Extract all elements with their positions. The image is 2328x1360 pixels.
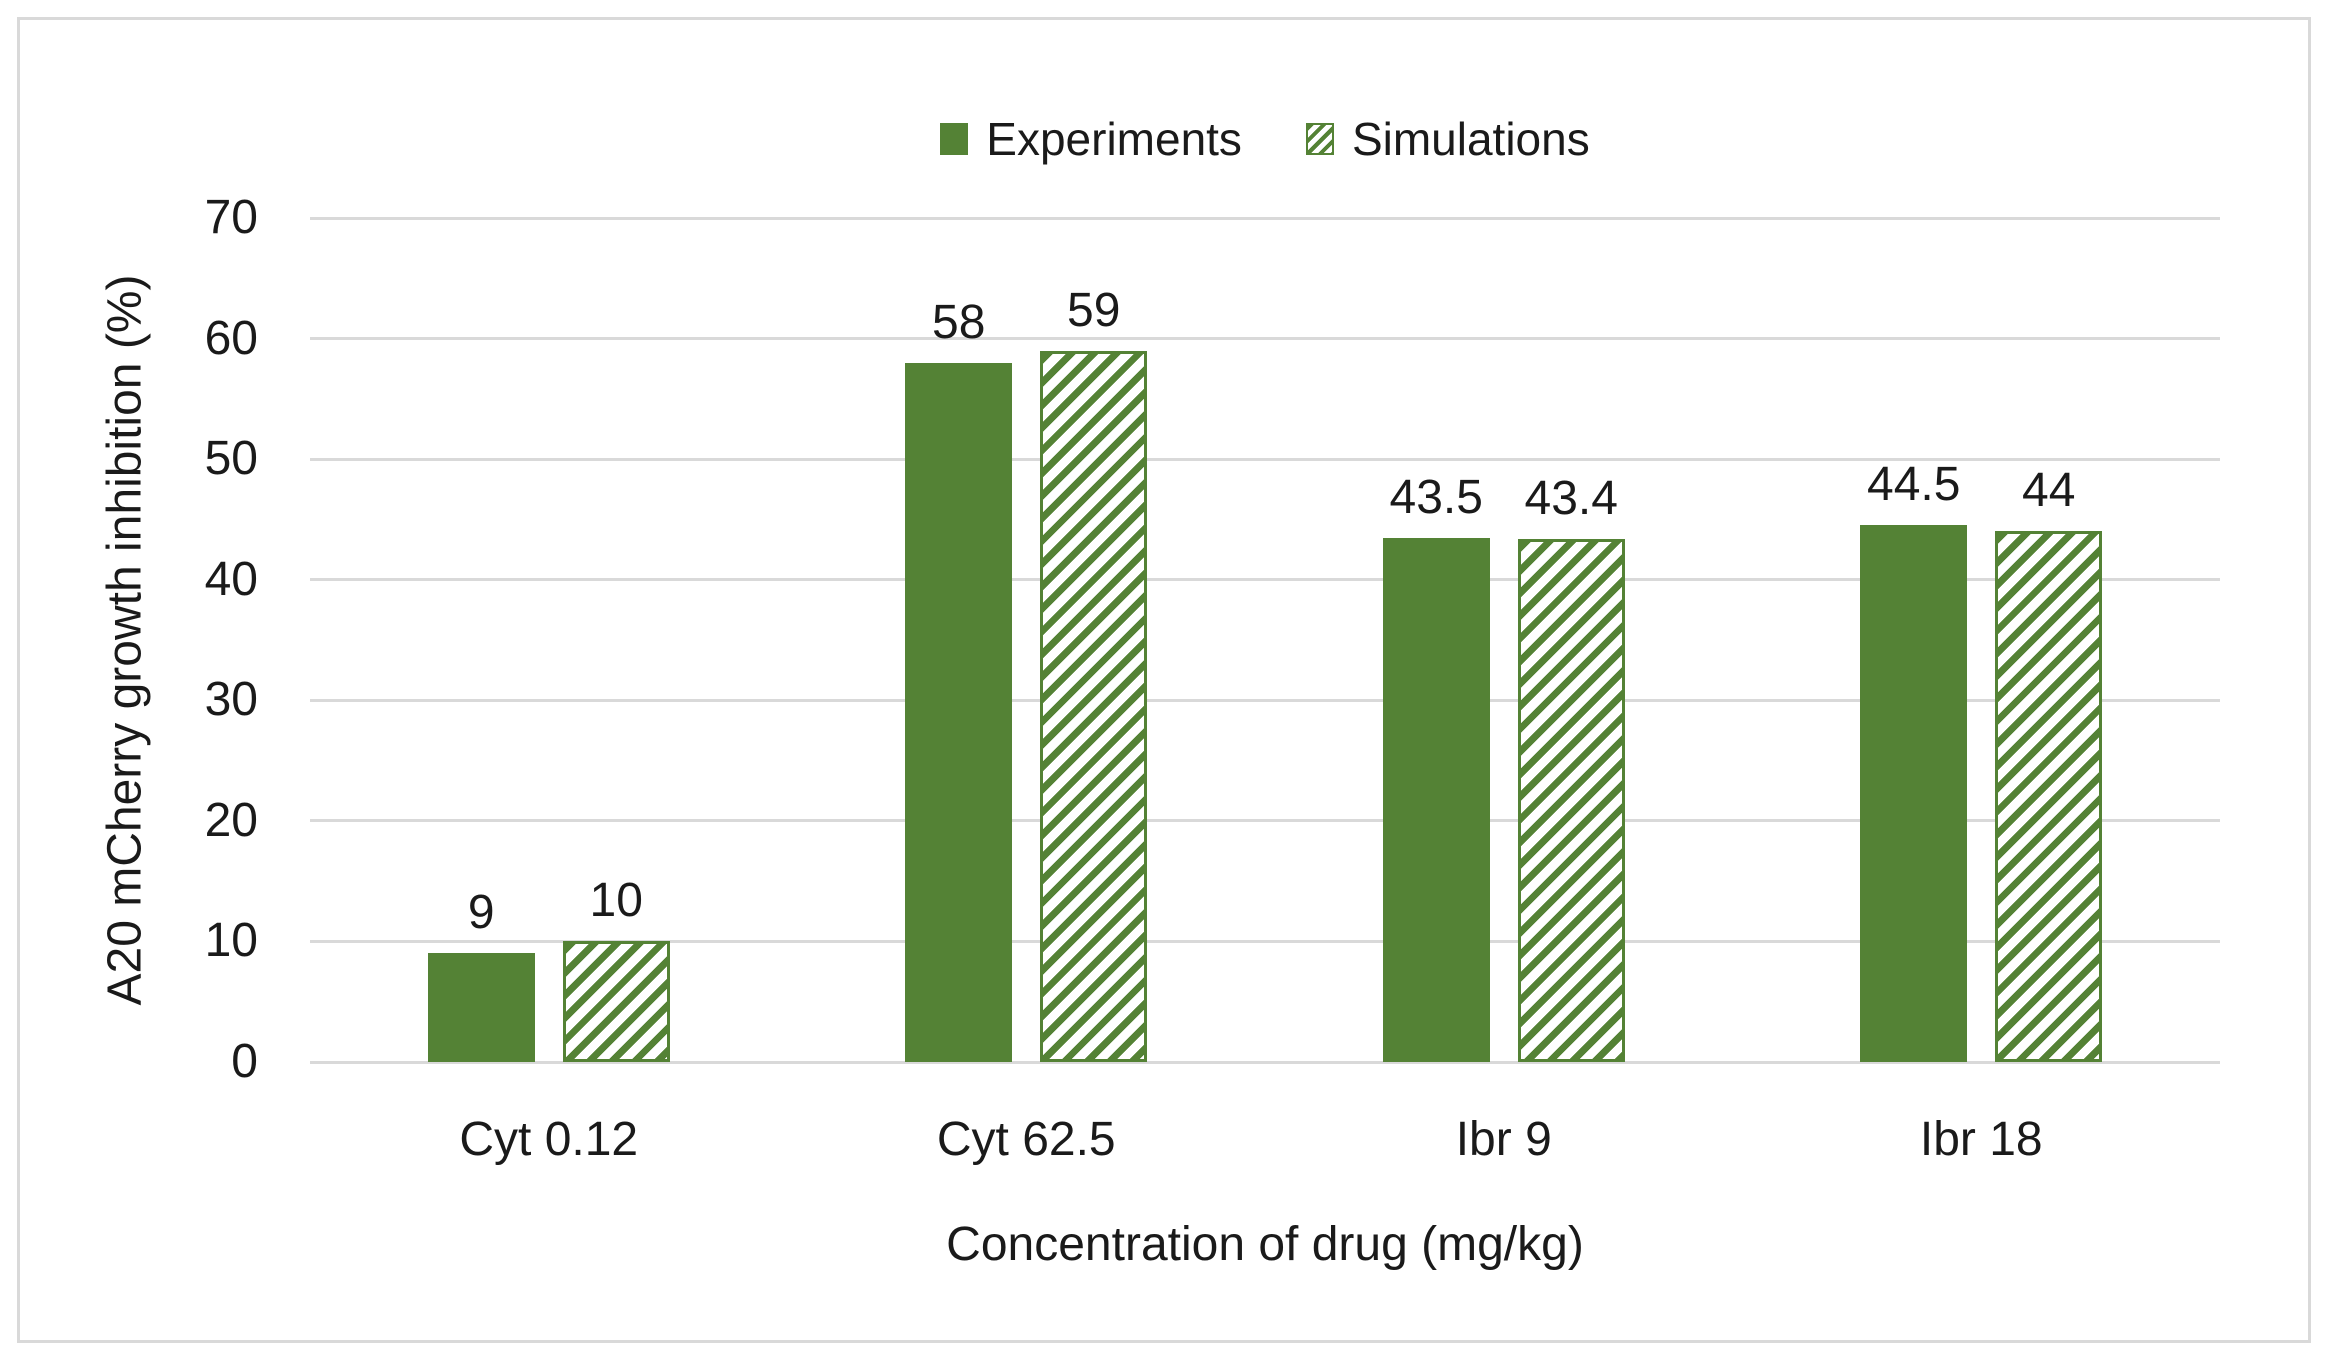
gridline — [310, 457, 2220, 461]
data-label-experiments-ibr-9: 43.5 — [1389, 470, 1483, 524]
y-tick-label: 60 — [204, 311, 258, 365]
x-category-label-cyt-0-12: Cyt 0.12 — [459, 1113, 639, 1166]
bar-experiments-cyt-0-12 — [427, 953, 535, 1062]
legend-item-simulations: Simulations — [1305, 110, 1590, 168]
x-category-label-ibr-18: Ibr 18 — [1919, 1113, 2043, 1166]
bar-experiments-cyt-62-5 — [905, 362, 1013, 1062]
legend-item-experiments: Experiments — [940, 110, 1242, 168]
data-label-simulations-ibr-18: 44 — [2022, 464, 2076, 518]
legend-key-hatched-icon — [1305, 123, 1334, 155]
legend-label-experiments: Experiments — [986, 113, 1242, 165]
y-tick-label: 20 — [204, 793, 258, 847]
y-tick-label: 30 — [204, 673, 258, 727]
data-label-experiments-ibr-18: 44.5 — [1867, 458, 1961, 512]
y-axis-title: A20 mCherry growth inhibition (%) — [98, 274, 152, 1006]
bar-experiments-ibr-9 — [1382, 537, 1490, 1062]
gridline — [310, 1060, 2220, 1064]
gridline — [310, 819, 2220, 823]
x-category-label-ibr-9: Ibr 9 — [1455, 1113, 1552, 1166]
gridline — [310, 939, 2220, 943]
bar-experiments-ibr-18 — [1860, 525, 1968, 1062]
gridline — [310, 578, 2220, 582]
chart-frame — [17, 17, 2311, 1343]
data-label-simulations-cyt-0-12: 10 — [589, 874, 643, 928]
legend-label-simulations: Simulations — [1351, 113, 1590, 165]
y-tick-label: 10 — [204, 914, 258, 968]
x-category-label-cyt-62-5: Cyt 62.5 — [936, 1113, 1116, 1166]
bar-simulations-cyt-62-5 — [1040, 350, 1148, 1062]
data-label-simulations-cyt-62-5: 59 — [1067, 283, 1121, 337]
y-tick-label: 50 — [204, 432, 258, 486]
gridline — [310, 216, 2220, 220]
legend-key-solid-icon — [940, 123, 969, 155]
legend: Experiments Simulations — [310, 110, 2220, 168]
plot-area: 9 10 58 59 43.5 43.4 44.5 44 — [310, 216, 2220, 1064]
y-tick-label: 0 — [231, 1035, 258, 1088]
y-tick-label: 70 — [204, 191, 258, 244]
gridline — [310, 698, 2220, 702]
gridline — [310, 337, 2220, 341]
data-label-experiments-cyt-62-5: 58 — [932, 295, 986, 349]
x-axis-title: Concentration of drug (mg/kg) — [946, 1218, 1584, 1271]
bar-simulations-cyt-0-12 — [562, 941, 670, 1062]
data-label-experiments-cyt-0-12: 9 — [467, 886, 495, 940]
bar-simulations-ibr-18 — [1995, 531, 2103, 1062]
data-label-simulations-ibr-9: 43.4 — [1524, 471, 1618, 525]
bar-simulations-ibr-9 — [1517, 538, 1625, 1062]
y-tick-label: 40 — [204, 552, 258, 606]
